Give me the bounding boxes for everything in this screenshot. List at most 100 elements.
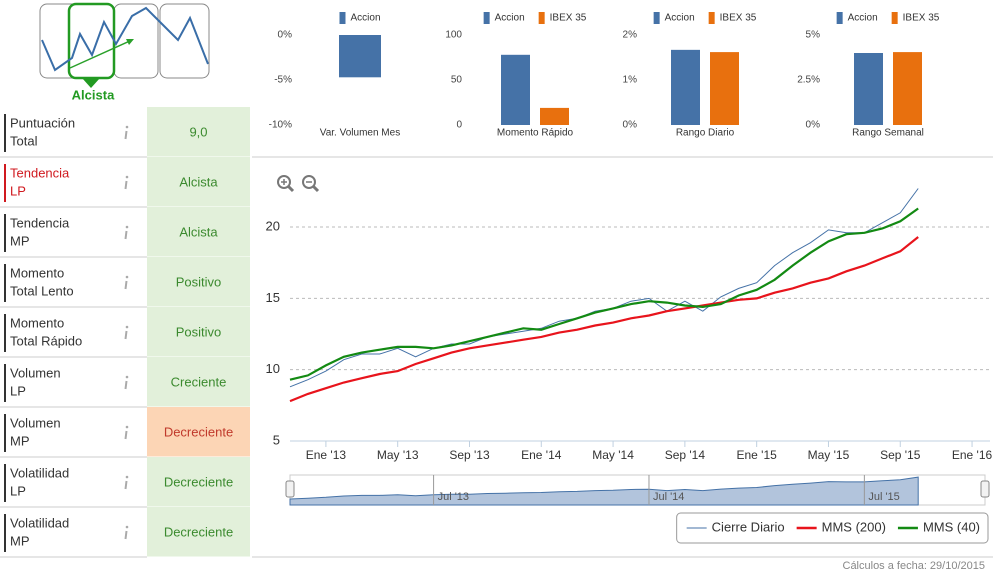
legend-label: MMS (40) bbox=[923, 519, 980, 534]
x-tick-label: Var. Volumen Mes bbox=[320, 128, 400, 139]
info-icon-stem bbox=[124, 330, 128, 340]
navigator-handle[interactable] bbox=[285, 480, 295, 498]
row-marker bbox=[4, 314, 6, 352]
navigator-tick-label: Jul '13 bbox=[438, 491, 469, 503]
legend: Accion IBEX 35 bbox=[653, 12, 757, 24]
row-label: Momento bbox=[10, 265, 64, 280]
icon-arrow bbox=[69, 39, 133, 69]
row-value: Positivo bbox=[176, 274, 222, 289]
navigator-area bbox=[289, 476, 919, 506]
icon-box bbox=[113, 3, 159, 79]
row-value-cell bbox=[147, 357, 250, 407]
y-tick-label: 10 bbox=[266, 361, 280, 376]
info-icon-stem bbox=[124, 430, 128, 440]
zoom-out[interactable] bbox=[302, 175, 320, 193]
row-label: Volatilidad bbox=[10, 515, 69, 530]
y-tick-label: -10% bbox=[269, 120, 292, 131]
legend-swatch bbox=[653, 12, 660, 24]
x-tick-label: Rango Diario bbox=[676, 128, 735, 139]
selector-pointer bbox=[82, 78, 100, 88]
row-marker bbox=[4, 214, 6, 252]
row-marker bbox=[4, 514, 6, 552]
navigator-tick-label: Jul '14 bbox=[653, 491, 684, 503]
icon-box bbox=[159, 3, 210, 79]
x-tick-label: May '13 bbox=[377, 448, 419, 462]
legend-swatch bbox=[836, 12, 843, 24]
row-value-cell bbox=[147, 457, 250, 507]
row-label: Volumen bbox=[10, 415, 61, 430]
info-icon-stem bbox=[124, 130, 128, 140]
row-marker bbox=[4, 164, 6, 202]
row-label: Puntuación bbox=[10, 115, 75, 130]
info-icon-dot bbox=[125, 175, 129, 179]
y-tick-label: 0 bbox=[456, 120, 462, 131]
row-label: LP bbox=[10, 183, 26, 198]
y-tick-label: 20 bbox=[266, 218, 280, 233]
legend: Accion IBEX 35 bbox=[836, 12, 940, 24]
row-value-cell bbox=[147, 307, 250, 357]
navigator-handle[interactable] bbox=[980, 480, 990, 498]
y-tick-label: 2% bbox=[623, 30, 638, 41]
row-label: Tendencia bbox=[10, 215, 70, 230]
x-tick-label: May '15 bbox=[808, 448, 850, 462]
bar bbox=[854, 53, 883, 125]
x-tick-label: Ene '13 bbox=[306, 448, 347, 462]
info-icon-dot bbox=[125, 325, 129, 329]
y-tick-label: 50 bbox=[451, 75, 463, 86]
row-value: Decreciente bbox=[164, 474, 233, 489]
bar bbox=[893, 52, 922, 125]
x-tick-label: Ene '16 bbox=[952, 448, 993, 462]
legend-label: IBEX 35 bbox=[550, 13, 587, 24]
x-tick-label: Ene '15 bbox=[737, 448, 778, 462]
icon-arrow-head bbox=[126, 39, 134, 45]
row-value-cell bbox=[147, 257, 250, 307]
y-tick-label: -5% bbox=[274, 75, 292, 86]
x-tick-label: May '14 bbox=[592, 448, 634, 462]
icon-box-selected[interactable] bbox=[67, 2, 116, 80]
row-label: Volumen bbox=[10, 365, 61, 380]
y-tick-label: 0% bbox=[278, 30, 293, 41]
info-icon-dot bbox=[125, 225, 129, 229]
x-tick-label: Sep '15 bbox=[880, 448, 921, 462]
row-value: Positivo bbox=[176, 324, 222, 339]
row-label: Momento bbox=[10, 315, 64, 330]
row-label: Total bbox=[10, 133, 38, 148]
legend-label: IBEX 35 bbox=[720, 13, 757, 24]
row-label: LP bbox=[10, 483, 26, 498]
zoom-in[interactable] bbox=[277, 175, 295, 193]
row-value: Creciente bbox=[171, 374, 227, 389]
info-icon-stem bbox=[124, 380, 128, 390]
row-label: MP bbox=[10, 533, 30, 548]
row-label: MP bbox=[10, 233, 30, 248]
info-icon-stem bbox=[124, 280, 128, 290]
info-icon-dot bbox=[125, 375, 129, 379]
series-line bbox=[289, 188, 919, 388]
legend-label: MMS (200) bbox=[822, 519, 886, 534]
signal-icons bbox=[39, 2, 210, 88]
row-value: Decreciente bbox=[164, 524, 233, 539]
row-value-cell bbox=[147, 407, 250, 457]
row-marker bbox=[4, 464, 6, 502]
row-value: Decreciente bbox=[164, 424, 233, 439]
legend: Accion bbox=[339, 12, 381, 24]
info-icon-stem bbox=[124, 180, 128, 190]
x-tick-label: Sep '13 bbox=[449, 448, 490, 462]
legend-swatch bbox=[483, 12, 490, 24]
row-marker bbox=[4, 414, 6, 452]
footer-note: Cálculos a fecha: 29/10/2015 bbox=[843, 560, 986, 572]
bar bbox=[501, 54, 530, 125]
y-tick-label: 2.5% bbox=[797, 75, 820, 86]
row-marker bbox=[4, 264, 6, 302]
info-icon-stem bbox=[124, 480, 128, 490]
legend-label: Accion bbox=[495, 13, 525, 24]
row-value-cell bbox=[147, 207, 250, 257]
info-icon-dot bbox=[125, 525, 129, 529]
info-icon-dot bbox=[125, 475, 129, 479]
series-line bbox=[289, 236, 919, 403]
bar bbox=[710, 52, 739, 125]
bar bbox=[540, 107, 569, 125]
row-value: Alcista bbox=[179, 224, 218, 239]
row-value-cell bbox=[147, 507, 250, 557]
